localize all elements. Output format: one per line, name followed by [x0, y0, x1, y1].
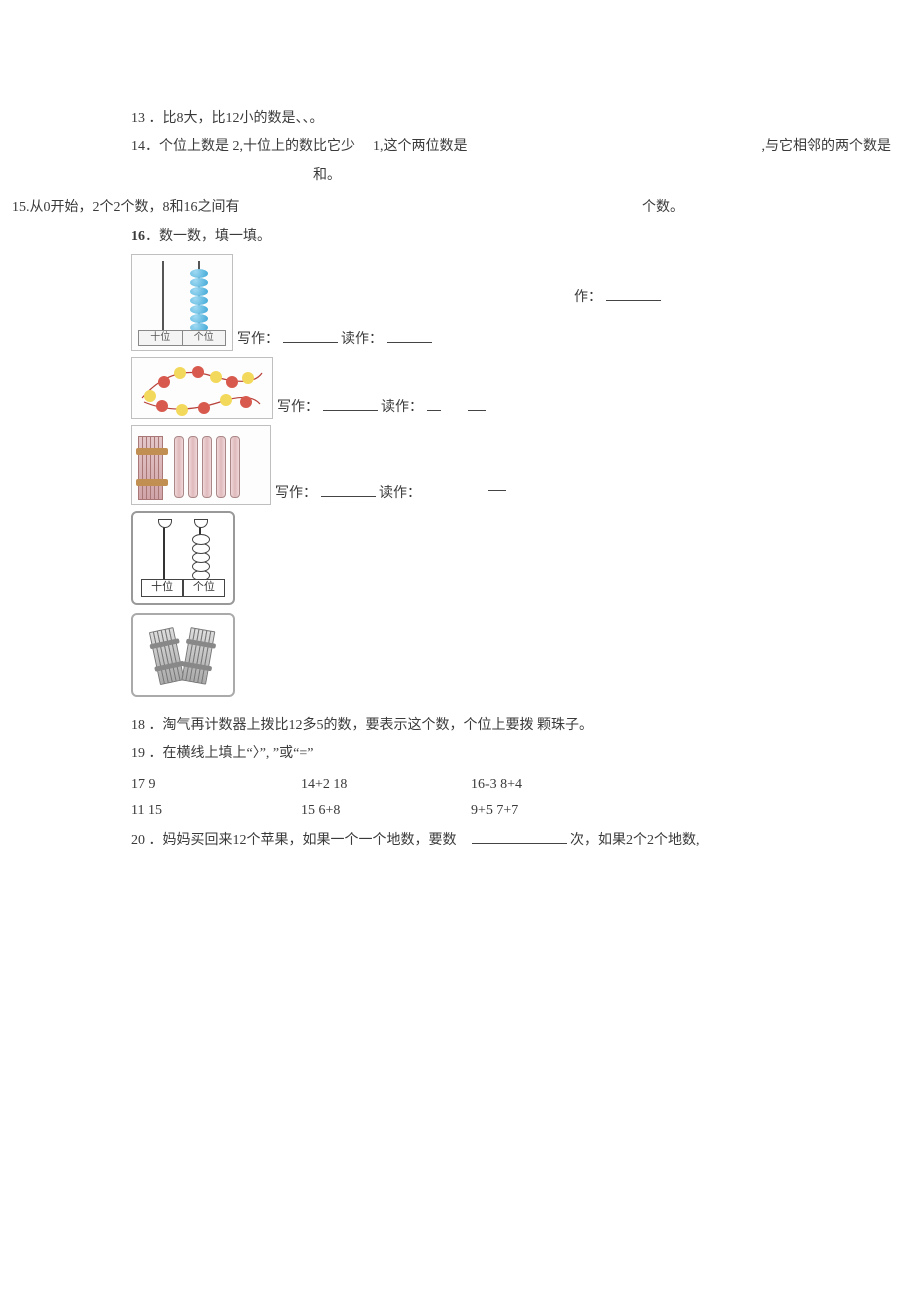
q14-text-a: ．个位上数是 2,十位上的数比它少	[145, 136, 355, 158]
q19-text: ．在横线上填上“〉”, ”或“=”	[149, 746, 314, 761]
q16-row-sticks: 写作： 读作：	[131, 425, 891, 505]
q16-beads-caption: 写作： 读作：	[277, 396, 486, 419]
read-label: 读作：	[379, 486, 421, 501]
q16-abacus2: 十位个位	[131, 511, 891, 605]
abacus2-icon: 十位个位	[131, 511, 235, 605]
write-label: 写作：	[277, 400, 319, 415]
question-20: 20 ．妈妈买回来12个苹果，如果一个一个地数，要数 次，如果2个2个地数,	[131, 829, 891, 852]
q19-cell: 11 15	[131, 798, 301, 824]
q20-num: 20	[131, 833, 145, 848]
q13-text: ．比8大，比12小的数是、、。	[149, 111, 324, 126]
q16-title: ．数一数，填一填。	[145, 229, 271, 244]
question-19: 19 ．在横线上填上“〉”, ”或“=”	[131, 743, 891, 765]
blank-icon	[323, 396, 378, 411]
q19-cell: 14+2 18	[301, 772, 471, 798]
q16-block: 作： 十位个位 写作： 读作：	[131, 254, 891, 697]
blank-icon	[427, 396, 441, 411]
q20-text-a: ．妈妈买回来12个苹果，如果一个一个地数，要数	[149, 833, 457, 848]
abacus2-ones: 个位	[184, 580, 224, 596]
q14-and: 和。	[313, 165, 920, 187]
question-15: 15.从0开始，2个2个数，8和16之间有 个数。	[12, 197, 920, 219]
q16-zuo: 作：	[574, 290, 602, 305]
table-row: 11 15 15 6+8 9+5 7+7	[131, 798, 641, 824]
table-row: 17 9 14+2 18 16-3 8+4	[131, 772, 641, 798]
two-bundles-icon	[131, 613, 235, 697]
q16-a1-caption: 写作： 读作：	[237, 328, 432, 351]
q19-cell: 17 9	[131, 772, 301, 798]
abacus1-tens: 十位	[139, 330, 182, 346]
q19-cell: 15 6+8	[301, 798, 471, 824]
q14-num: 14	[131, 136, 145, 158]
read-label: 读作：	[381, 400, 423, 415]
q18-num: 18	[131, 718, 145, 733]
q16-row-abacus1: 十位个位 写作： 读作：	[131, 254, 891, 351]
q16-twobundles	[131, 613, 891, 697]
blank-icon	[468, 396, 486, 411]
q13-num: 13	[131, 111, 145, 126]
blank-icon	[606, 286, 661, 301]
q18-text: ．淘气再计数器上拨比12多5的数，要表示这个数，个位上要拨 颗珠子。	[149, 718, 594, 733]
q20-text-b: 次，如果2个2个地数,	[570, 833, 700, 848]
abacus1-ones: 个位	[183, 330, 226, 346]
blank-icon	[387, 328, 432, 343]
blank-icon	[283, 328, 338, 343]
question-18: 18 ．淘气再计数器上拨比12多5的数，要表示这个数，个位上要拨 颗珠子。	[131, 715, 891, 737]
bead-string-icon	[131, 357, 273, 419]
q15-text-b: 个数。	[642, 197, 684, 219]
write-label: 写作：	[237, 332, 279, 347]
page: 13 ．比8大，比12小的数是、、。 14 ．个位上数是 2,十位上的数比它少 …	[0, 0, 920, 1303]
question-16-title: 16．数一数，填一填。	[131, 226, 891, 248]
q16-zuo-float: 作：	[574, 286, 661, 309]
q19-table: 17 9 14+2 18 16-3 8+4 11 15 15 6+8 9+5 7…	[131, 772, 891, 825]
blank-icon	[488, 476, 506, 491]
counting-sticks-icon	[131, 425, 271, 505]
q19-cell: 9+5 7+7	[471, 798, 641, 824]
q16-sticks-caption: 写作： 读作：	[275, 476, 506, 505]
abacus1-icon: 十位个位	[131, 254, 233, 351]
blank-icon	[321, 482, 376, 497]
blank-icon	[472, 829, 567, 844]
q16-row-beads: 写作： 读作：	[131, 357, 891, 419]
question-14: 14 ．个位上数是 2,十位上的数比它少 1,这个两位数是 ,与它相邻的两个数是	[131, 136, 891, 158]
write-label: 写作：	[275, 486, 317, 501]
abacus2-tens: 十位	[142, 580, 182, 596]
q19-cell: 16-3 8+4	[471, 772, 641, 798]
q15-text-a: 15.从0开始，2个2个数，8和16之间有	[12, 200, 240, 215]
q14-text-b: 1,这个两位数是	[373, 136, 468, 158]
question-13: 13 ．比8大，比12小的数是、、。	[131, 108, 891, 130]
q14-text-c: ,与它相邻的两个数是	[762, 136, 892, 158]
q19-num: 19	[131, 746, 145, 761]
read-label: 读作：	[341, 332, 383, 347]
q16-num: 16	[131, 229, 145, 244]
